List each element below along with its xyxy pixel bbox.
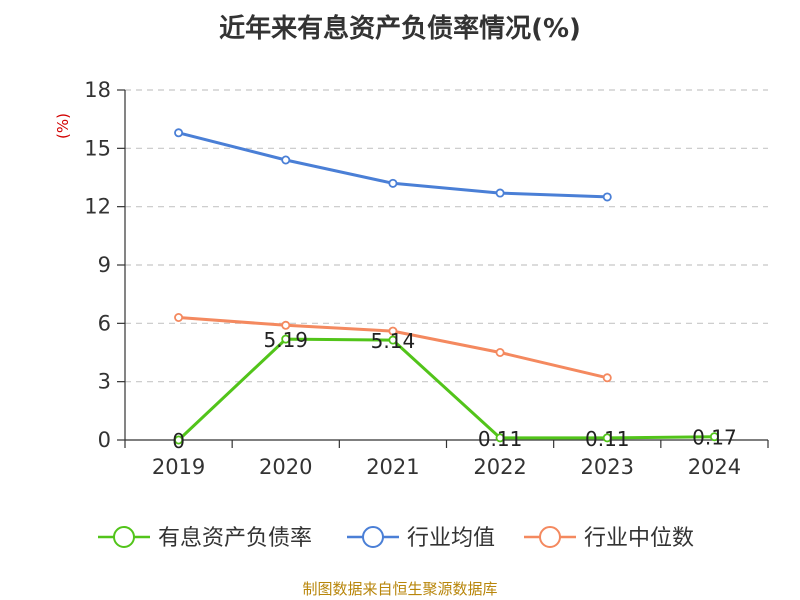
x-tick-label: 2020 [259,455,312,479]
grid-lines [125,89,768,383]
source-note: 制图数据来自恒生聚源数据库 [302,580,498,598]
data-point [281,334,291,344]
series-lines [174,128,719,445]
y-tick-label: 3 [98,370,111,394]
x-tick-label: 2024 [688,455,741,479]
y-tick-label: 0 [98,428,111,452]
x-tick-label: 2019 [152,455,205,479]
axes: 0 3 6 9 12 15 18 2019 2020 2021 2022 2023 2024 [84,78,769,479]
data-label: 0.11 [585,427,630,451]
data-point [174,312,184,322]
legend-item: 有息资产负债率 [98,526,312,551]
legend-label: 有息资产负债率 [158,526,312,551]
x-tick-label: 2023 [581,455,634,479]
y-tick-label: 15 [84,136,111,160]
data-labels: 0 5.19 5.14 0.11 0.11 0.17 [172,328,736,453]
legend: 有息资产负债率 行业均值 行业中位数 [98,526,694,551]
chart-title: 近年来有息资产负债率情况(%) [219,14,581,44]
data-point [495,433,505,443]
data-point [388,178,398,188]
data-point [174,128,184,138]
x-tick-label: 2022 [473,455,526,479]
data-point [495,347,505,357]
y-tick-label: 6 [98,311,111,335]
data-point [495,188,505,198]
y-tick-label: 12 [84,195,111,219]
legend-item: 行业均值 [347,526,495,551]
y-tick-label: 9 [98,253,111,277]
legend-label: 行业均值 [407,526,495,551]
legend-swatch-marker [539,526,561,548]
data-label: 0.17 [692,426,737,450]
data-label: 0 [172,429,185,453]
series-line [177,337,715,442]
x-tick-label: 2021 [366,455,419,479]
legend-item: 行业中位数 [524,526,694,551]
y-tick-label: 18 [84,78,111,102]
data-point [281,155,291,165]
legend-swatch-marker [113,526,135,548]
legend-swatch-marker [362,526,384,548]
data-point [174,435,184,445]
legend-label: 行业中位数 [584,526,694,551]
data-label: 5.19 [263,328,308,352]
data-point [602,433,612,443]
data-point [388,326,398,336]
data-point [281,320,291,330]
data-point [709,432,719,442]
y-axis-unit-label: (%) [54,113,72,139]
data-label: 0.11 [478,427,523,451]
data-point [388,335,398,345]
data-label: 5.14 [371,329,416,353]
data-point [602,373,612,383]
data-point [602,192,612,202]
